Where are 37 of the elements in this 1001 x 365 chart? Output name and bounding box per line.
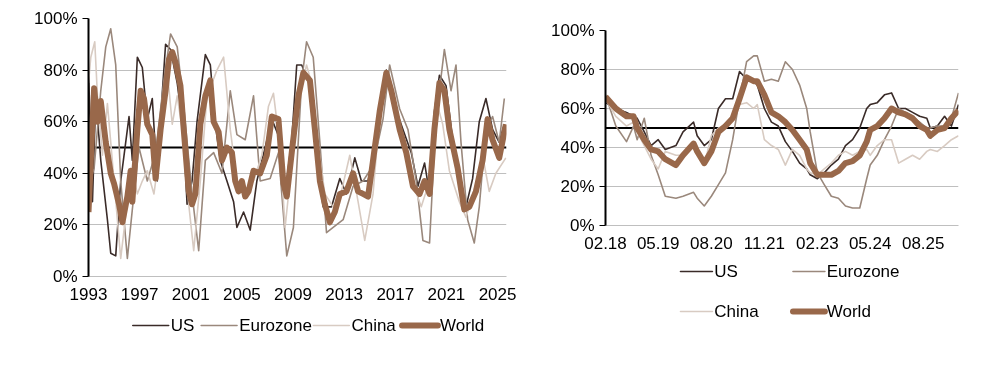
y-tick-label: 100%	[551, 21, 595, 40]
y-tick-label: 40%	[43, 163, 78, 183]
y-tick-label: 80%	[43, 60, 78, 80]
x-tick-label: 2021	[427, 284, 466, 304]
legend-label: World	[826, 302, 871, 321]
x-tick-label: 2009	[274, 284, 312, 304]
x-tick-label: 1993	[69, 284, 108, 304]
legend-label: World	[440, 316, 485, 335]
line-series	[605, 55, 959, 209]
y-tick-label: 100%	[34, 9, 78, 28]
x-tick-label: 05.19	[636, 233, 680, 253]
y-tick-label: 20%	[560, 177, 595, 196]
x-tick-label: 2005	[222, 284, 261, 304]
x-tick-label: 11.21	[743, 233, 785, 253]
legend-label: US	[170, 316, 195, 335]
x-tick-label: 02.18	[584, 233, 627, 253]
y-tick-label: 0%	[52, 267, 78, 286]
y-tick-label: 60%	[560, 99, 595, 118]
x-tick-label: 02.23	[796, 233, 839, 253]
x-tick-label: 08.20	[690, 233, 733, 253]
x-tick-label: 08.25	[901, 233, 945, 253]
y-tick-label: 40%	[560, 138, 595, 157]
legend-label: US	[714, 262, 738, 281]
legend-label: Eurozone	[239, 316, 312, 335]
x-tick-label: 05.24	[848, 233, 892, 253]
y-tick-label: 0%	[569, 216, 595, 235]
y-tick-label: 80%	[560, 60, 595, 79]
y-tick-label: 20%	[43, 215, 78, 235]
x-tick-label: 2017	[376, 284, 415, 304]
x-tick-label: 2025	[478, 284, 517, 304]
legend-label: China	[351, 316, 397, 335]
y-tick-label: 60%	[43, 112, 78, 132]
legend-label: China	[714, 302, 760, 321]
legend-label: Eurozone	[826, 262, 900, 281]
x-tick-label: 2013	[325, 284, 364, 304]
x-tick-label: 2001	[171, 284, 210, 304]
x-tick-label: 1997	[120, 284, 159, 304]
